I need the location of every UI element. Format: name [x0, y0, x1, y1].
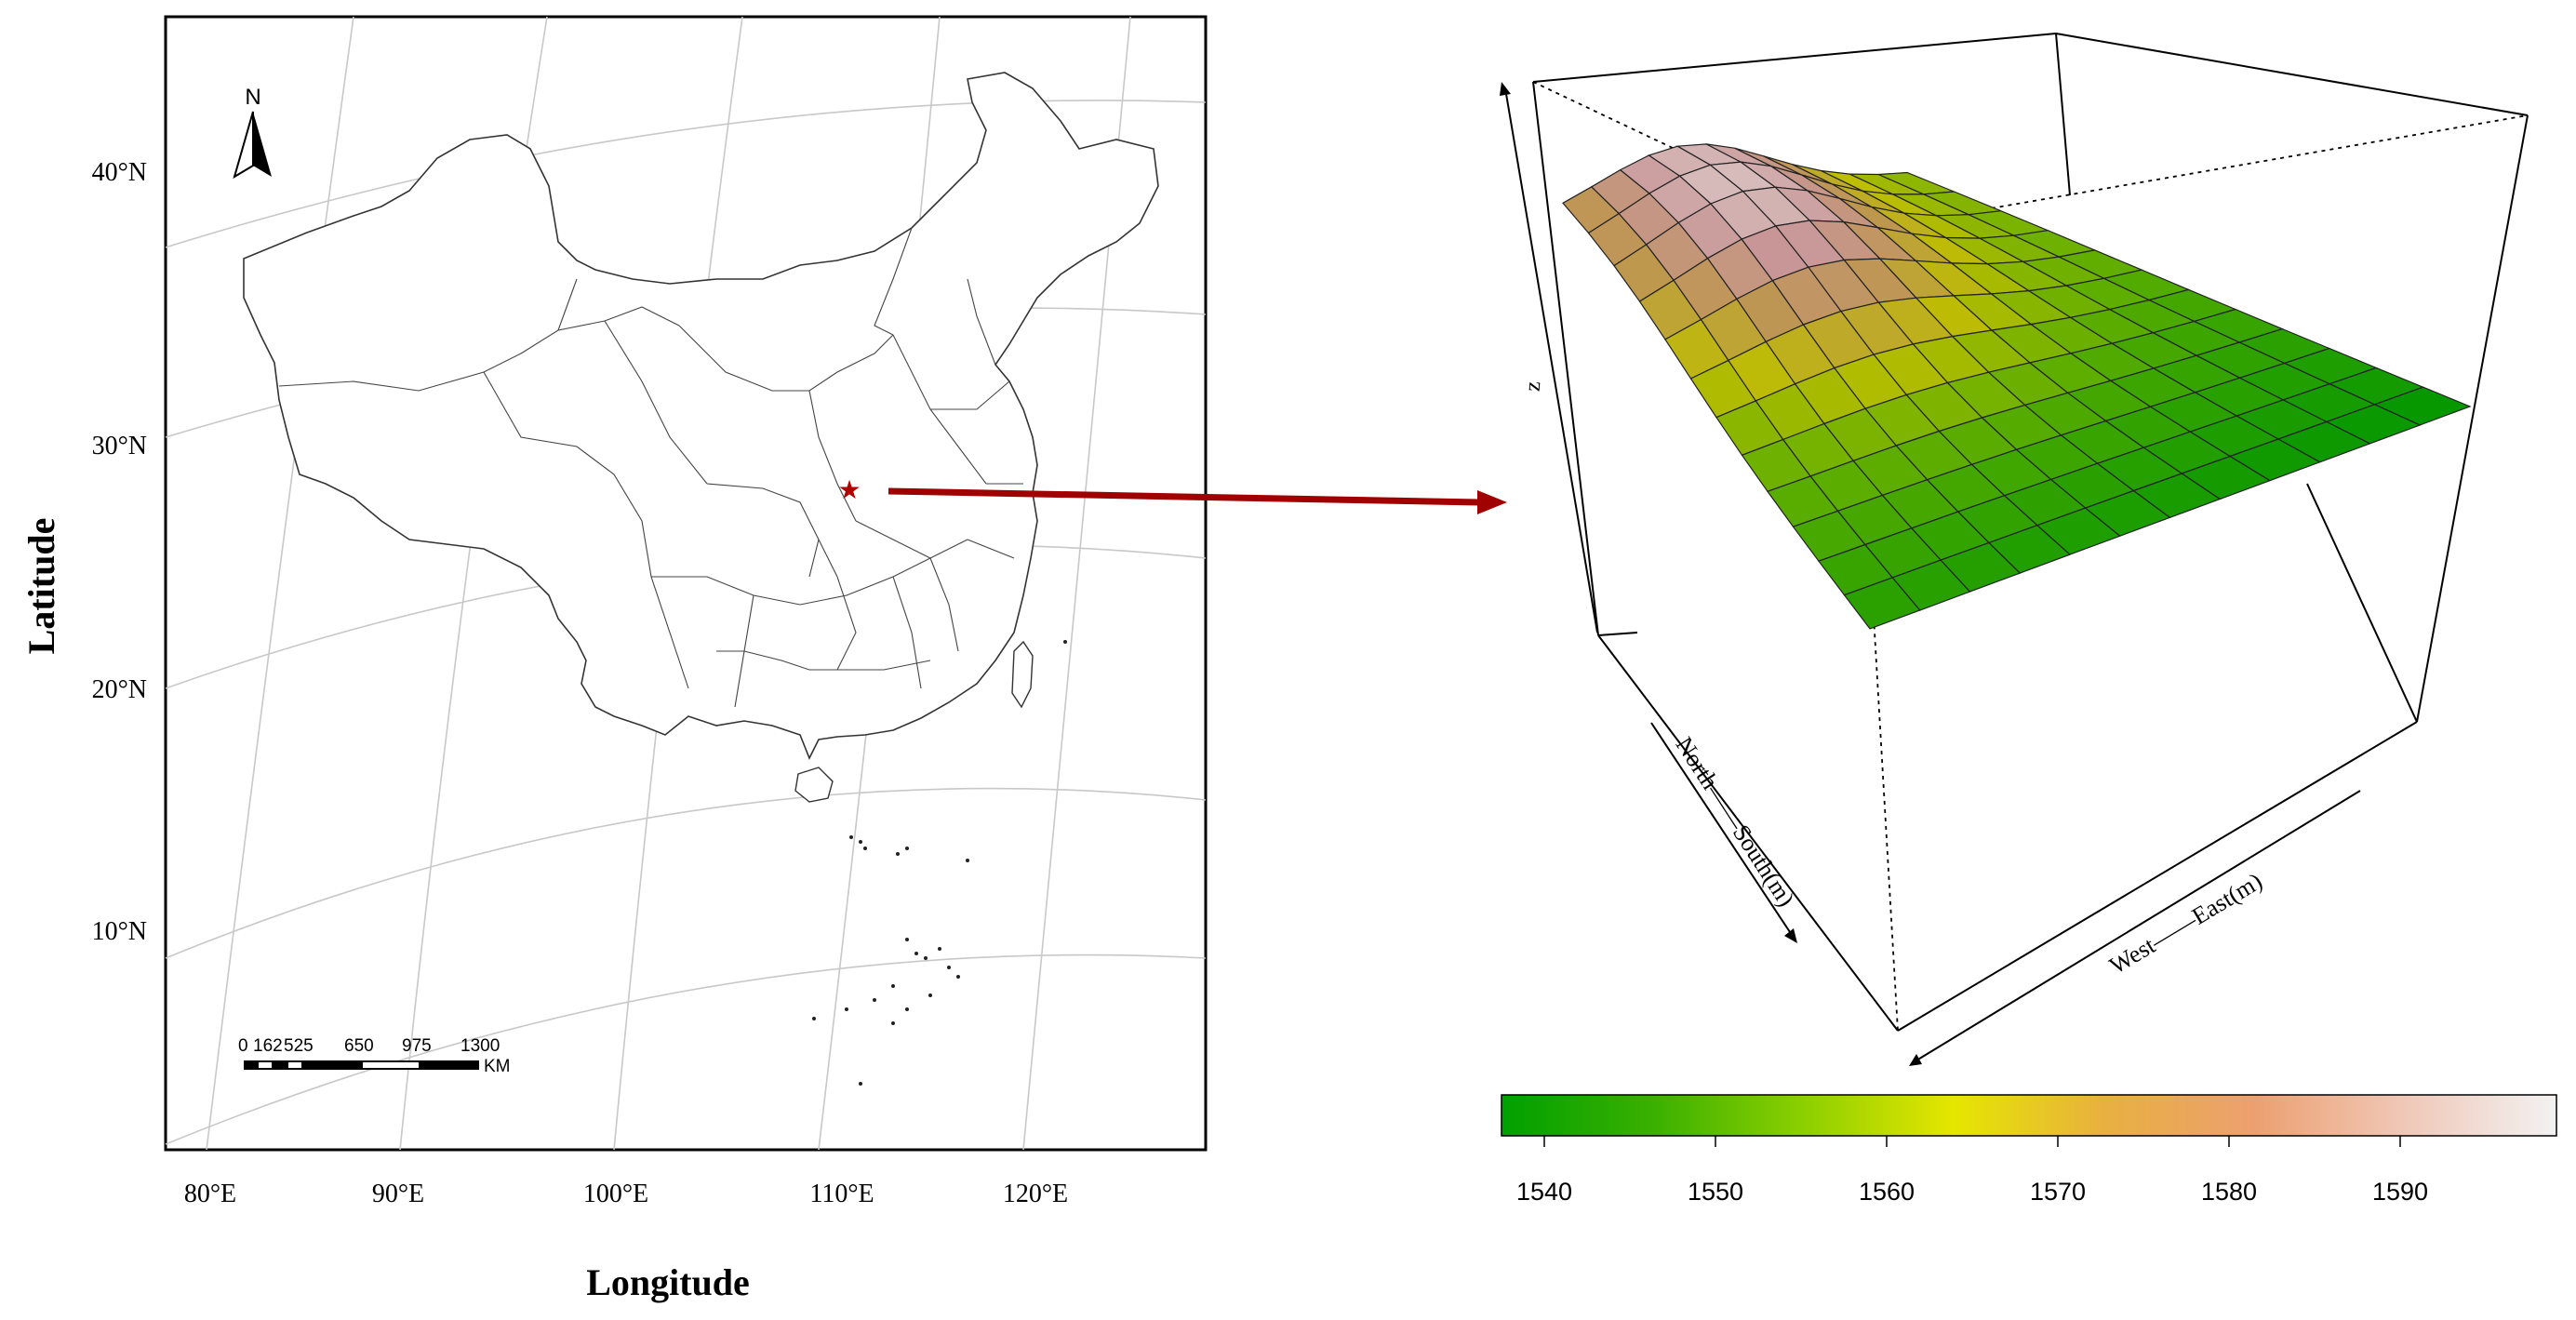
we-arrowhead	[1909, 1054, 1922, 1066]
north-south-axis-label: North——South(m)	[1671, 732, 1800, 912]
scale-label-0: 0	[238, 1036, 248, 1056]
country-outline	[243, 72, 1159, 1086]
ns-arrowhead	[1784, 928, 1797, 943]
lon-tick-120: 120°E	[1003, 1180, 1068, 1208]
scale-label-650: 650	[344, 1036, 374, 1056]
colorbar-tick-label: 1570	[2030, 1178, 2086, 1206]
study-site-marker: ★	[837, 476, 861, 505]
colorbar-ticks: 1540 1550 1560 1570 1580 1590	[1516, 1136, 2428, 1206]
scale-label-525: 525	[284, 1036, 314, 1056]
scale-bar: 0 162 525 650 975 1300 KM	[238, 1036, 511, 1076]
z-arrowhead	[1500, 82, 1511, 96]
west-east-axis-label: West——East(m)	[2105, 867, 2267, 979]
scale-label-975: 975	[402, 1036, 432, 1056]
colorbar-tick-label: 1560	[1859, 1178, 1915, 1206]
surface-box	[1532, 33, 2529, 1032]
surface-axis-arrows	[1504, 87, 2361, 1061]
lat-tick-40: 40°N	[92, 158, 147, 187]
z-axis-label: z	[1521, 380, 1546, 393]
lat-tick-30: 30°N	[92, 432, 147, 460]
lon-tick-110: 110°E	[809, 1180, 874, 1208]
x-axis-title: Longitude	[586, 1261, 750, 1303]
lat-tick-20: 20°N	[92, 675, 147, 704]
scale-label-1300: 1300	[460, 1036, 500, 1056]
lat-tick-labels: 40°N 30°N 20°N 10°N	[92, 158, 147, 946]
y-axis-title: Latitude	[20, 518, 62, 655]
connector-arrow	[888, 487, 1507, 514]
taiwan-outline	[1011, 640, 1034, 709]
scale-label-162: 162	[253, 1036, 283, 1056]
colorbar-tick-label: 1590	[2372, 1178, 2428, 1206]
colorbar-tick-label: 1580	[2201, 1178, 2257, 1206]
colorbar-tick-label: 1540	[1516, 1178, 1572, 1206]
north-arrow: N	[233, 85, 272, 180]
hainan-outline	[794, 767, 834, 803]
south-sea-islands	[812, 640, 1067, 1086]
map-panel: N 0 162 525 650 975 1300 KM ★ 40°N 30°N …	[20, 15, 1208, 1303]
north-label: N	[245, 85, 260, 110]
lon-tick-90: 90°E	[372, 1180, 424, 1208]
colorbar-gradient	[1501, 1094, 2557, 1137]
lon-tick-80: 80°E	[184, 1180, 236, 1208]
colorbar-tick-label: 1550	[1688, 1178, 1743, 1206]
scale-unit: KM	[484, 1057, 511, 1076]
colorbar: 1540 1550 1560 1570 1580 1590	[1501, 1094, 2557, 1206]
china-border	[243, 72, 1159, 760]
lon-tick-100: 100°E	[583, 1180, 648, 1208]
lat-tick-10: 10°N	[92, 917, 147, 946]
surface-cell	[2373, 386, 2472, 426]
surface-mesh	[1562, 143, 2472, 630]
province-lines	[278, 227, 1023, 708]
lon-tick-labels: 80°E 90°E 100°E 110°E 120°E	[184, 1180, 1068, 1208]
surface-panel: z North——South(m) West——East(m)	[1500, 33, 2529, 1066]
